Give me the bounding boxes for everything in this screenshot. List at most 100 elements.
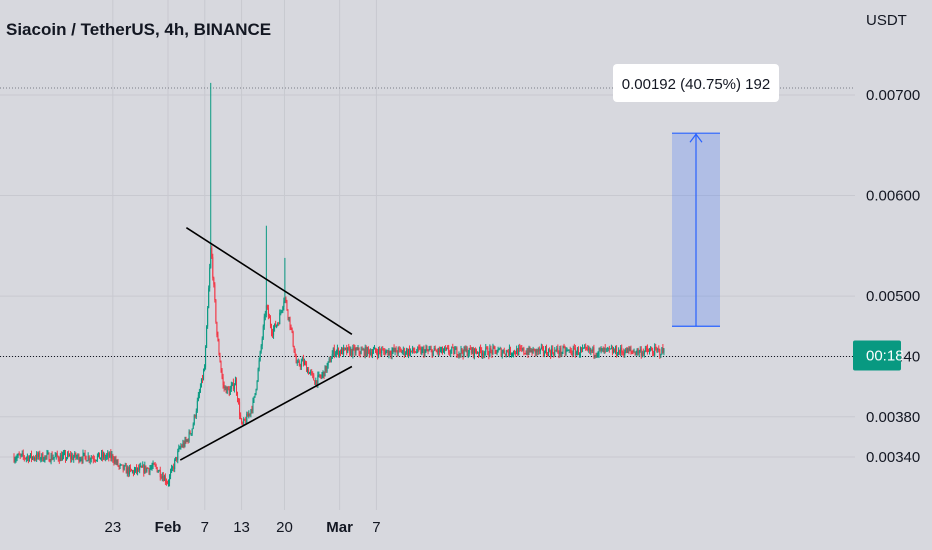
current-price-tag-label: 00:18 [866,347,904,364]
candle-body [539,348,541,352]
candle-body [209,267,211,289]
candle-body [260,345,262,352]
candle-body [365,347,367,356]
candle-body [554,350,556,356]
candle-body [136,467,138,472]
candle-body [344,347,346,349]
candle-body [272,332,274,336]
candle-body [428,349,430,351]
candle-body [70,454,72,459]
candle-body [157,471,159,473]
candle-body [488,354,490,356]
candle-body [501,352,503,356]
candle-body [212,257,214,278]
candle-body [120,464,122,466]
candle-body [319,374,321,377]
candle-body [407,349,409,355]
candle-body [641,352,643,356]
candle-body [630,349,632,351]
trendlines[interactable] [179,227,353,461]
candle-body [450,350,452,354]
candle-body [126,467,128,474]
candle-body [252,400,254,411]
candle-body [230,385,232,389]
candle-body [102,453,104,458]
candle-body [108,453,110,458]
candle-body [184,439,186,447]
candle-body [662,347,664,353]
candle-body [455,348,457,350]
candle-body [203,370,205,380]
price-axis[interactable]: 0.007000.006000.005000.004400.003800.003… [853,87,920,466]
candle-body [452,347,454,349]
candle-body [621,347,623,352]
candle-body [74,452,76,458]
candle-body [636,349,638,353]
candle-body [304,361,306,364]
candle-body [18,454,20,456]
candle-body [288,317,290,319]
candle-body [497,349,499,353]
candle-body [349,348,351,355]
candle-body [435,350,437,352]
candle-body [532,348,534,354]
candle-body [480,347,482,351]
candle-body [100,457,102,459]
candle-body [256,381,258,389]
candle-body [240,415,242,419]
candle-body [663,349,665,353]
candle-body [132,470,134,474]
candle-body [276,324,278,327]
candle-body [299,365,301,367]
candle-body [112,454,114,460]
candle-body [311,371,313,373]
trendline-lower[interactable] [179,365,353,461]
candle-body [445,347,447,349]
candle-body [632,351,634,353]
candle-body [643,351,645,355]
candle-body [405,349,407,354]
candle-body [466,348,468,356]
measure-tool[interactable]: 0.00192 (40.75%) 192 [613,64,779,327]
time-tick-label: 20 [276,519,293,536]
candle-body [434,348,436,351]
candle-body [280,311,282,313]
candle-body [68,453,70,456]
candle-body [34,458,36,460]
candle-body [381,349,383,354]
candle-body [615,347,617,353]
candle-body [93,459,95,461]
candle-body [324,365,326,377]
candle-body [404,353,406,355]
candle-body [333,348,335,356]
time-axis[interactable]: 23 Feb 7 13 20 Mar 7 [104,519,380,536]
candle-body [485,347,487,353]
candle-body [61,455,63,461]
candle-body [635,352,637,355]
candle-body [364,347,366,356]
candle-body [266,305,268,308]
candle-body [178,447,180,452]
candle-body [326,365,328,372]
candle-body [49,461,51,463]
candle-body [654,346,656,356]
candle-body [569,349,571,351]
candle-body [524,353,526,355]
current-price-tag[interactable] [853,340,901,371]
candle-body [258,360,260,369]
grid-lines [0,0,855,510]
candle-body [330,358,332,363]
candle-body [234,379,236,386]
candle-body [561,352,563,354]
trendline-upper[interactable] [185,227,353,335]
candle-body [110,452,112,459]
candle-body [156,467,158,473]
candle-body [308,369,310,374]
candle-body [88,456,90,461]
candle-body [490,348,492,351]
candle-body [506,350,508,353]
candle-body [502,350,504,353]
candle-body [129,467,131,470]
candle-body [48,453,50,462]
